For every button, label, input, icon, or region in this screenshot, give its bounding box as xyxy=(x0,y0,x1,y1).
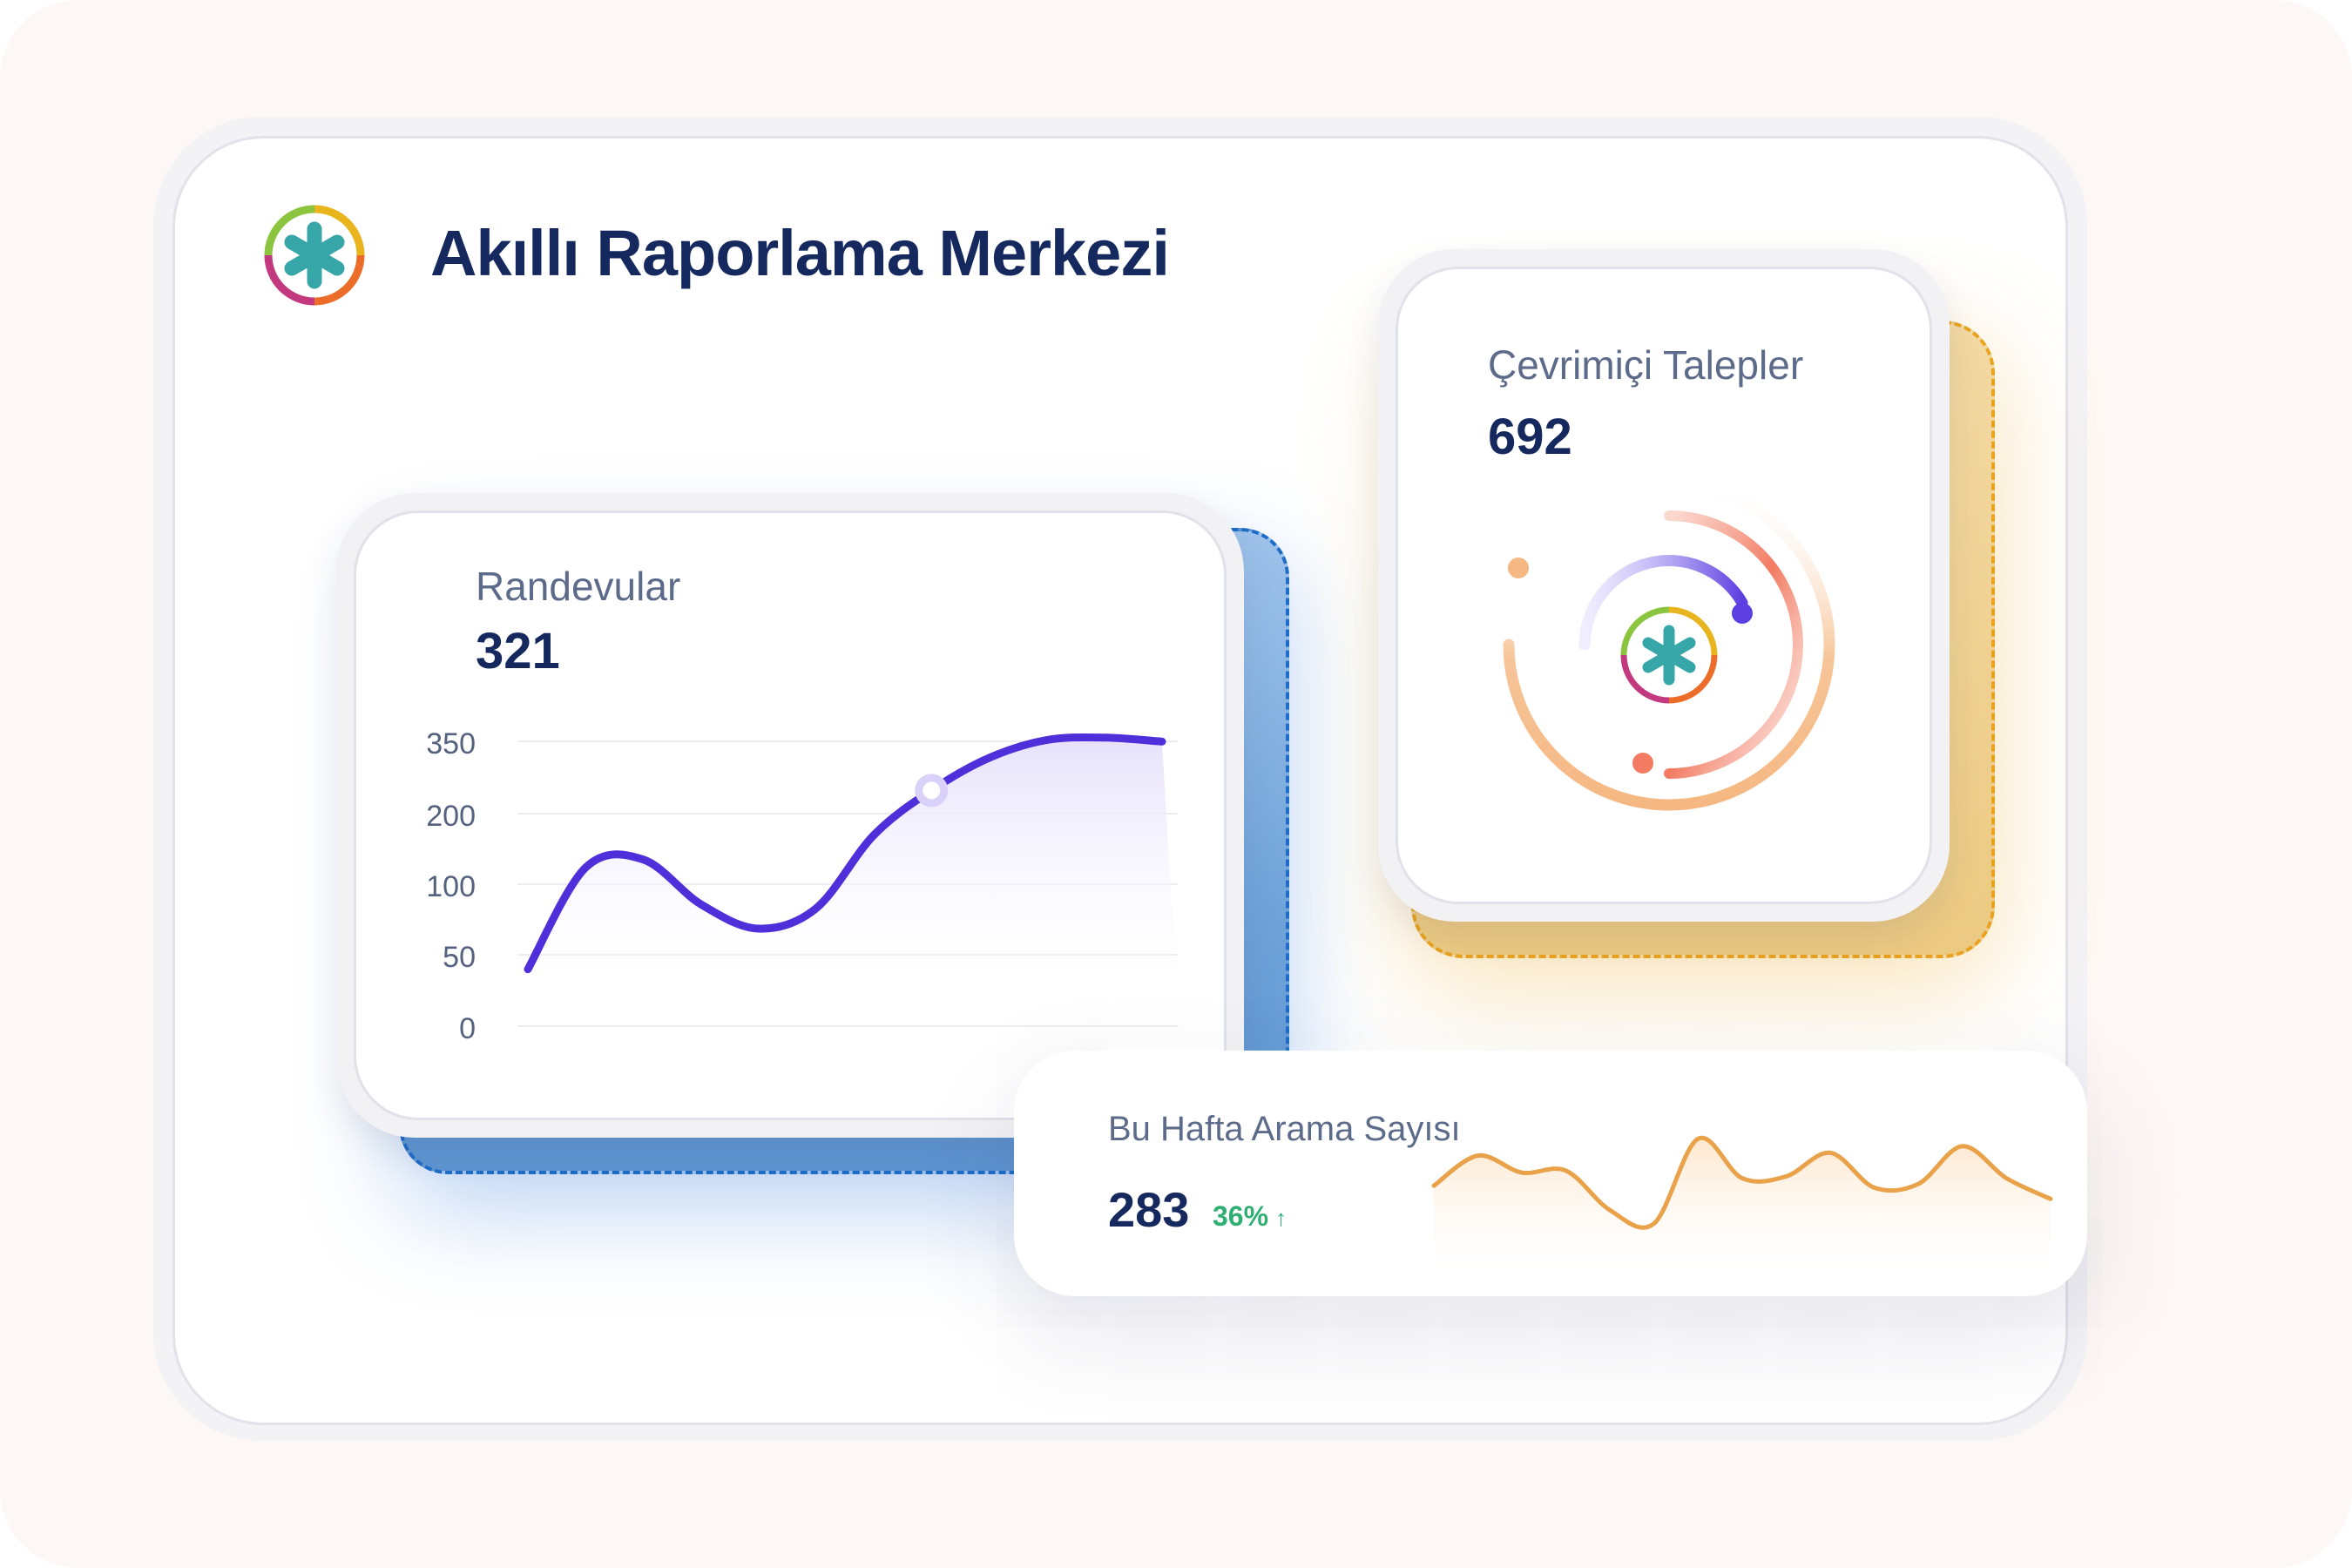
y-tick-label: 350 xyxy=(426,727,476,760)
orbit-dot-inner xyxy=(1732,603,1753,624)
weekly-calls-value: 283 xyxy=(1108,1182,1190,1237)
appointments-point xyxy=(1160,740,1164,743)
weekly-calls-point xyxy=(1962,1146,1963,1147)
asterisk-logo-icon xyxy=(1620,606,1718,704)
appointments-point xyxy=(1103,736,1106,740)
appointments-point xyxy=(584,866,587,869)
weekly-calls-point xyxy=(1565,1170,1567,1172)
weekly-calls-point xyxy=(1477,1155,1479,1157)
appointments-point xyxy=(700,902,703,906)
appointments-point xyxy=(757,927,760,930)
online-requests-value: 692 xyxy=(1488,409,1572,465)
orbit-dot-outer xyxy=(1508,558,1529,578)
y-tick-label: 100 xyxy=(426,870,476,903)
weekly-calls-line xyxy=(1431,1135,2053,1230)
weekly-calls-label: Bu Hafta Arama Sayısı xyxy=(1108,1110,1461,1148)
appointments-point xyxy=(641,858,645,862)
weekly-calls-point xyxy=(1786,1175,1788,1177)
appointments-point xyxy=(872,834,875,837)
appointments-point xyxy=(526,968,530,971)
weekly-calls-point xyxy=(1433,1185,1435,1186)
weekly-calls-point xyxy=(1653,1222,1655,1224)
y-tick-label: 0 xyxy=(459,1012,476,1045)
weekly-calls-point xyxy=(1829,1152,1831,1153)
orbit-progress-icon xyxy=(1503,478,1835,811)
arrow-up-icon: ↑ xyxy=(1275,1205,1288,1231)
appointments-point xyxy=(1045,738,1049,741)
appointments-area xyxy=(528,737,1176,981)
appointments-point xyxy=(987,756,990,760)
weekly-calls-point xyxy=(2005,1178,2007,1179)
weekly-calls-point xyxy=(1917,1183,1919,1185)
appointments-chart: 350 200 100 50 0 xyxy=(426,727,1178,1045)
appointments-label: Randevular xyxy=(476,564,681,609)
highlight-point[interactable] xyxy=(923,781,941,800)
weekly-calls-point xyxy=(1697,1138,1699,1139)
weekly-calls-point xyxy=(1874,1186,1876,1188)
weekly-calls-change-value: 36% xyxy=(1213,1200,1269,1232)
page-title: Akıllı Raporlama Merkezi xyxy=(430,217,1170,289)
weekly-calls-point xyxy=(1609,1209,1611,1211)
online-requests-label: Çevrimiçi Talepler xyxy=(1488,342,1804,388)
appointments-card[interactable]: Randevular 321 350 200 100 50 0 xyxy=(336,493,1244,1138)
appointments-point xyxy=(814,907,818,910)
weekly-calls-card[interactable]: Bu Hafta Arama Sayısı 283 36% ↑ xyxy=(1014,1051,2087,1296)
weekly-calls-change: 36% ↑ xyxy=(1213,1200,1287,1233)
weekly-calls-sparkline xyxy=(1431,1135,2053,1279)
appointments-line xyxy=(524,733,1166,974)
orbit-dot-middle xyxy=(1632,753,1653,774)
y-tick-label: 200 xyxy=(426,800,476,833)
weekly-calls-point xyxy=(2050,1198,2051,1200)
weekly-calls-point xyxy=(1741,1178,1743,1179)
y-tick-label: 50 xyxy=(443,941,476,974)
asterisk-logo-icon xyxy=(264,205,365,306)
appointments-value: 321 xyxy=(476,623,560,679)
online-requests-card-body xyxy=(1396,267,1932,904)
weekly-calls-point xyxy=(1521,1172,1523,1173)
weekly-calls-area xyxy=(1434,1138,2051,1279)
online-requests-card[interactable]: Çevrimiçi Talepler 692 xyxy=(1378,249,1950,922)
